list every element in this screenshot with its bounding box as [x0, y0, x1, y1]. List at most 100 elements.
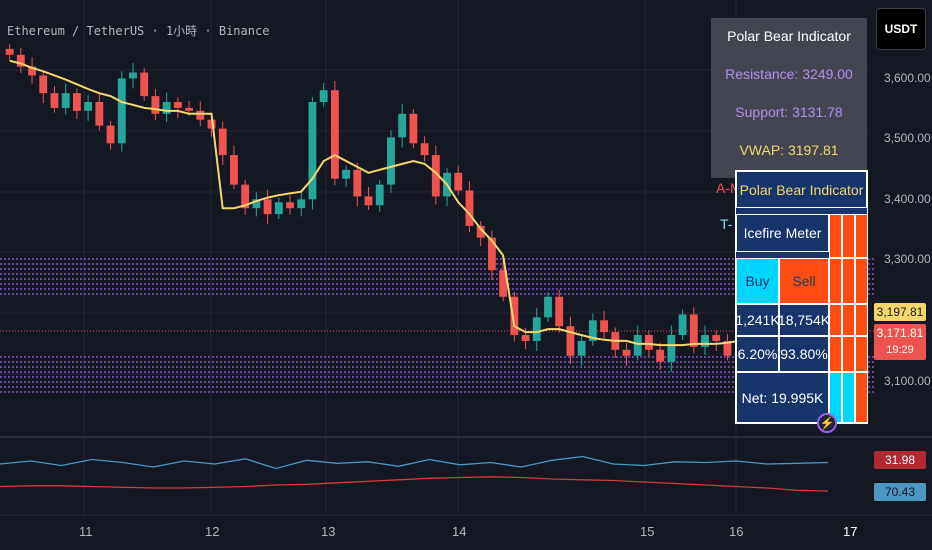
sell-volume: 18,754K — [779, 304, 829, 336]
candle-body — [667, 335, 676, 362]
candle-body — [678, 314, 687, 336]
meter-cell — [842, 304, 855, 336]
rsi-red-tag: 31.98 — [874, 451, 926, 469]
candle-body — [140, 72, 149, 97]
meter-cell — [842, 372, 855, 423]
lightning-icon[interactable]: ⚡ — [817, 413, 837, 433]
candle-body — [689, 314, 698, 347]
meter-cell — [842, 214, 855, 258]
meter-title: Icefire Meter — [736, 214, 829, 252]
candle-body — [577, 340, 586, 356]
price-axis-label: 3,300.00 — [884, 252, 931, 266]
date-axis-label: 15 — [640, 524, 655, 539]
candle-body — [555, 296, 564, 327]
candle-body — [476, 225, 485, 238]
buy-volume: 1,241K — [736, 304, 779, 336]
candle-body — [28, 66, 36, 76]
meter-cell — [842, 336, 855, 372]
icefire-table: Polar Bear Indicator Icefire Meter Buy S… — [735, 170, 868, 424]
candle-body — [61, 93, 70, 108]
vwap-line — [9, 59, 829, 347]
candle-body — [375, 184, 384, 206]
candle-body — [656, 349, 665, 362]
partial-label: T- — [720, 216, 733, 232]
candle-countdown: 19:29 — [886, 344, 914, 356]
info-panel: Polar Bear Indicator Resistance: 3249.00… — [711, 18, 867, 178]
meter-cell — [855, 336, 868, 372]
last-price-value: 3,171.81 — [876, 326, 924, 340]
candle-body — [465, 190, 474, 226]
candle-body — [409, 113, 418, 144]
candle-body — [218, 128, 227, 156]
candle-body — [16, 54, 25, 67]
meter-cell — [855, 214, 868, 258]
candle-body — [342, 169, 351, 179]
table-title: Polar Bear Indicator — [736, 171, 867, 208]
date-axis-label: 17 — [843, 524, 858, 539]
candle-body — [712, 335, 721, 341]
symbol-title: Ethereum / TetherUS · 1小時 · Binance — [7, 24, 270, 38]
candle-body — [129, 72, 137, 79]
price-axis-label: 3,600.00 — [884, 71, 931, 85]
meter-cell — [829, 258, 842, 304]
candle-body — [499, 270, 508, 297]
net-volume: Net: 19.995K — [736, 372, 829, 423]
candle-body — [588, 320, 597, 341]
meter-cell — [855, 304, 868, 336]
currency-button[interactable]: USDT — [876, 8, 926, 50]
candle-body — [173, 102, 182, 108]
candle-body — [701, 335, 709, 347]
candle-body — [84, 102, 93, 111]
candle-body — [39, 75, 48, 94]
candle-body — [521, 335, 530, 341]
candle-body — [185, 107, 193, 111]
price-axis-label: 3,400.00 — [884, 192, 931, 206]
candle-body — [207, 119, 216, 129]
candle-body — [633, 335, 642, 356]
candle-body — [723, 340, 732, 356]
candle-body — [252, 199, 261, 209]
meter-cell — [829, 214, 842, 258]
support-label: Support: 3131.78 — [735, 104, 843, 120]
candle-body — [544, 296, 552, 318]
candle-body — [230, 155, 238, 185]
candle-body — [162, 102, 171, 114]
candle-body — [420, 143, 429, 156]
candle-body — [106, 125, 115, 144]
oscillator-red-line — [0, 476, 829, 492]
date-axis-label: 14 — [452, 524, 467, 539]
candle-body — [387, 137, 395, 185]
candle-body — [286, 202, 294, 209]
price-axis-label: 3,100.00 — [884, 374, 931, 388]
meter-cell — [842, 258, 855, 304]
candle-body — [50, 93, 59, 108]
meter-cell — [855, 258, 868, 304]
candle-body — [330, 90, 339, 179]
candle-body — [151, 96, 160, 114]
rsi-blue-tag: 70.43 — [874, 483, 926, 501]
buy-label: Buy — [736, 258, 779, 304]
candle-body — [319, 90, 328, 102]
candle-body — [510, 296, 519, 336]
candle-body — [72, 93, 81, 111]
price-axis-label: 3,500.00 — [884, 131, 931, 145]
candle-body — [398, 113, 407, 138]
candle-body — [645, 335, 653, 350]
meter-cell — [855, 372, 868, 423]
date-axis-label: 12 — [205, 524, 220, 539]
candle-body — [196, 110, 205, 120]
candle-body — [308, 102, 317, 200]
candle-body — [532, 317, 541, 341]
candle-body — [566, 326, 575, 356]
last-price-tag: 3,171.81 19:29 — [874, 324, 926, 360]
candle-body — [117, 78, 126, 144]
oscillator-blue-line — [0, 455, 829, 470]
candle-body — [487, 237, 496, 271]
candle-body — [364, 196, 373, 206]
sell-percent: 93.80% — [779, 336, 829, 372]
candle-body — [263, 199, 272, 215]
meter-cell — [829, 336, 842, 372]
candle-body — [431, 155, 440, 197]
vwap-label: VWAP: 3197.81 — [739, 142, 839, 158]
resistance-label: Resistance: 3249.00 — [725, 66, 853, 82]
